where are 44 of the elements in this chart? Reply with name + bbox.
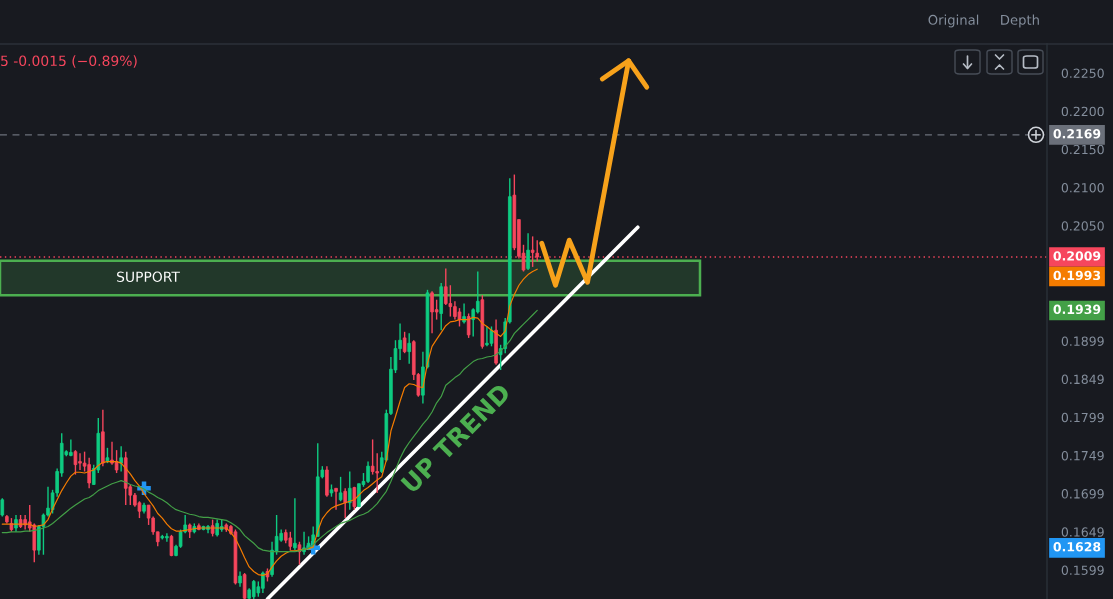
candlestick — [466, 312, 471, 339]
candlestick — [375, 452, 379, 494]
candlestick — [338, 476, 343, 502]
candlestick — [347, 470, 352, 511]
candlestick — [242, 572, 247, 599]
candlestick — [407, 332, 411, 365]
y-tick-label: 0.2200 — [1061, 106, 1104, 117]
candlestick — [343, 487, 347, 519]
candlestick — [526, 232, 530, 271]
candlestick — [448, 284, 453, 318]
annotation: 5 -0.0015 (−0.89%) — [1, 55, 137, 68]
text: 0.1628 — [1053, 542, 1101, 552]
candlestick — [87, 457, 91, 490]
candlestick — [251, 579, 256, 599]
y-tick-label: 0.1599 — [1061, 565, 1104, 575]
text: 0.1993 — [1053, 270, 1101, 281]
candlestick — [443, 267, 448, 306]
line-series — [1, 309, 538, 553]
candlestick — [0, 497, 5, 518]
candlestick — [288, 531, 293, 551]
text: Depth — [1001, 14, 1039, 28]
candlestick — [334, 487, 338, 511]
y-tick-label: 0.2100 — [1061, 182, 1104, 193]
ref-line-label: 0.2009 — [1053, 251, 1101, 261]
candlestick — [489, 325, 494, 348]
band-label: SUPPORT — [117, 271, 180, 283]
y-tick-label: 0.2250 — [1061, 68, 1104, 78]
candlestick — [41, 512, 46, 556]
y-tick-label: 0.2050 — [1061, 221, 1104, 231]
candlestick — [73, 449, 78, 476]
y-tick-label: 0.1799 — [1061, 412, 1104, 423]
y-tick-label: 0.1849 — [1061, 374, 1104, 385]
text: Original — [928, 14, 979, 28]
y-tick-label: 0.2150 — [1061, 144, 1104, 155]
y-tick-label: 0.1699 — [1061, 489, 1104, 499]
candlestick — [402, 331, 407, 354]
candlestick — [293, 497, 297, 551]
y-tick-label: 0.1749 — [1061, 450, 1104, 461]
y-tick-label: 0.1899 — [1061, 336, 1104, 346]
candlestick — [119, 445, 123, 473]
candlestick — [114, 449, 119, 474]
text: 0.1939 — [1053, 304, 1101, 315]
y-tick-label: 0.1649 — [1061, 527, 1104, 537]
ref-line-label: 0.2169 — [1053, 129, 1101, 139]
